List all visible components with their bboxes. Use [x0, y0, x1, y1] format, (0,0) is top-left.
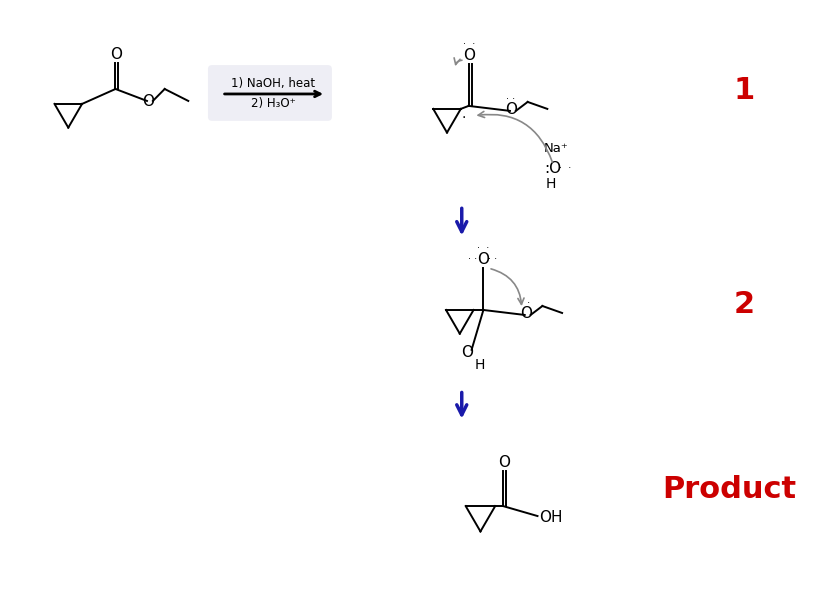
Text: O: O: [477, 252, 489, 267]
Text: · ·: · ·: [468, 254, 477, 264]
Text: H: H: [474, 357, 485, 371]
Text: OH: OH: [540, 510, 563, 524]
Text: ·  ·: · ·: [477, 243, 489, 253]
Text: H: H: [546, 177, 556, 191]
Text: O: O: [111, 47, 123, 62]
FancyArrowPatch shape: [454, 58, 462, 65]
Text: O: O: [505, 102, 517, 118]
Text: Na⁺: Na⁺: [544, 143, 568, 155]
Text: · ·: · ·: [488, 254, 497, 264]
Text: ·  ·: · ·: [463, 39, 476, 49]
FancyBboxPatch shape: [208, 65, 332, 121]
Text: 1: 1: [733, 77, 754, 105]
Text: · ·: · ·: [521, 298, 530, 308]
Text: · ·: · ·: [506, 94, 515, 104]
Text: O: O: [520, 306, 532, 322]
Text: 2) H₃O⁺: 2) H₃O⁺: [250, 97, 295, 110]
Text: ·: ·: [462, 111, 466, 125]
Text: ·  ·: · ·: [559, 163, 572, 172]
Text: 2: 2: [733, 290, 754, 320]
FancyArrowPatch shape: [491, 269, 524, 304]
Text: 1) NaOH, heat: 1) NaOH, heat: [231, 77, 315, 90]
FancyArrowPatch shape: [478, 111, 552, 162]
Text: O: O: [461, 345, 472, 361]
Text: ·: ·: [484, 306, 487, 319]
Text: O: O: [142, 94, 154, 110]
Text: Product: Product: [663, 474, 797, 504]
Text: :O: :O: [545, 161, 562, 176]
Text: O: O: [498, 455, 510, 470]
Text: O: O: [463, 48, 476, 63]
